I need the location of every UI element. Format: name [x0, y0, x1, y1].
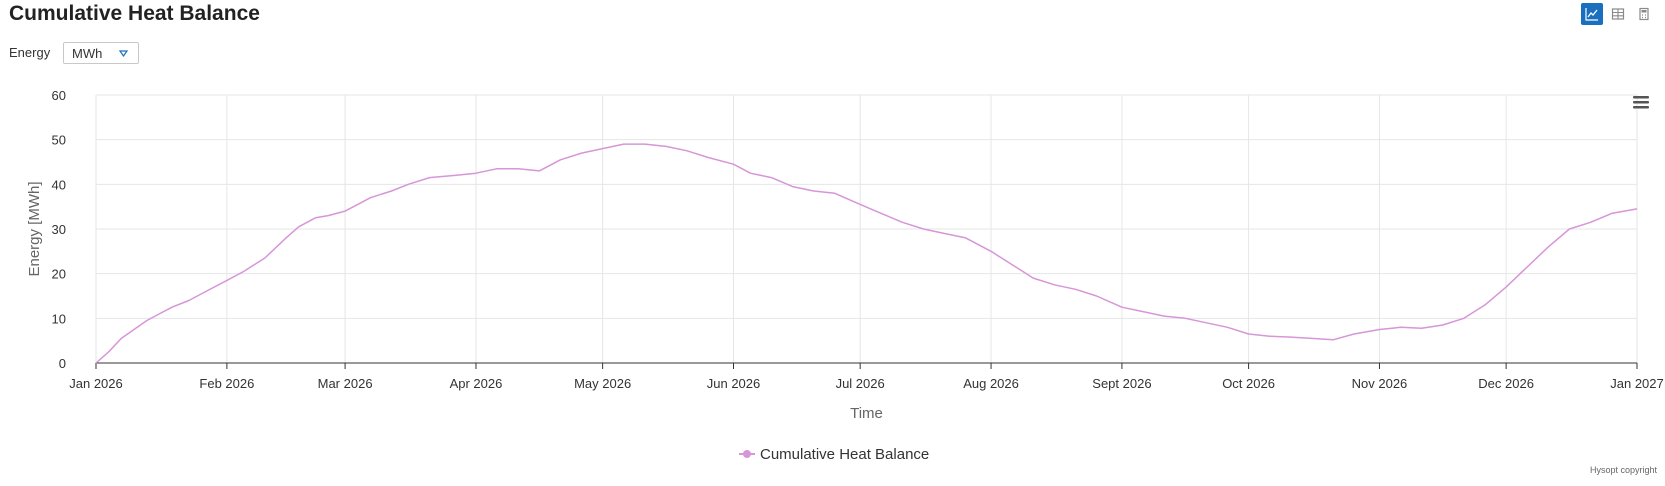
y-tick-label: 60: [52, 88, 66, 103]
energy-unit-value: MWh: [72, 46, 103, 61]
calculator-icon: [1639, 7, 1649, 21]
x-tick-label: Sept 2026: [1092, 376, 1151, 391]
y-axis-label: Energy [MWh]: [26, 181, 43, 276]
line-chart-icon: [1585, 8, 1598, 21]
x-tick-label: Dec 2026: [1478, 376, 1534, 391]
x-tick-label: Jun 2026: [707, 376, 761, 391]
y-tick-label: 10: [52, 311, 66, 326]
x-tick-label: Aug 2026: [963, 376, 1019, 391]
table-view-button[interactable]: [1607, 3, 1629, 25]
y-gridlines: [96, 94, 1637, 319]
x-tick-label: Apr 2026: [450, 376, 503, 391]
y-axis-ticks: 0 10 20 30 40 50 60: [52, 88, 66, 371]
x-axis-label: Time: [850, 405, 883, 422]
x-axis-ticks: Jan 2026 Feb 2026 Mar 2026 Apr 2026 May 2026…: [69, 363, 1664, 391]
x-tick-label: Nov 2026: [1352, 376, 1408, 391]
x-tick-label: Jan 2027: [1610, 376, 1664, 391]
y-tick-label: 50: [52, 133, 66, 148]
copyright-text: Hysopt copyright: [1589, 465, 1657, 475]
x-tick-label: May 2026: [574, 376, 631, 391]
legend-item-cumulative-heat-balance[interactable]: Cumulative Heat Balance: [739, 446, 929, 463]
view-switch: [1581, 3, 1655, 25]
calculator-view-button[interactable]: [1633, 3, 1655, 25]
x-gridlines: [95, 95, 1638, 363]
hamburger-menu-icon: [1633, 96, 1649, 109]
legend-label: Cumulative Heat Balance: [760, 446, 929, 463]
x-tick-label: Jul 2026: [836, 376, 885, 391]
chevron-down-icon: [119, 50, 128, 57]
x-tick-label: Jan 2026: [69, 376, 123, 391]
x-tick-label: Oct 2026: [1222, 376, 1275, 391]
y-tick-label: 20: [52, 267, 66, 282]
chart-menu-button[interactable]: [1630, 92, 1652, 112]
chart-view-button[interactable]: [1581, 3, 1603, 25]
y-tick-label: 0: [59, 356, 66, 371]
energy-label: Energy: [9, 45, 51, 60]
series-line-cumulative-heat-balance: [95, 143, 1638, 364]
y-tick-label: 30: [52, 222, 66, 237]
x-tick-label: Mar 2026: [318, 376, 373, 391]
y-tick-label: 40: [52, 177, 66, 192]
table-icon: [1611, 8, 1625, 20]
page-title: Cumulative Heat Balance: [9, 2, 260, 25]
legend-marker: [743, 450, 751, 458]
energy-unit-select[interactable]: MWh: [63, 42, 139, 64]
x-tick-label: Feb 2026: [199, 376, 254, 391]
